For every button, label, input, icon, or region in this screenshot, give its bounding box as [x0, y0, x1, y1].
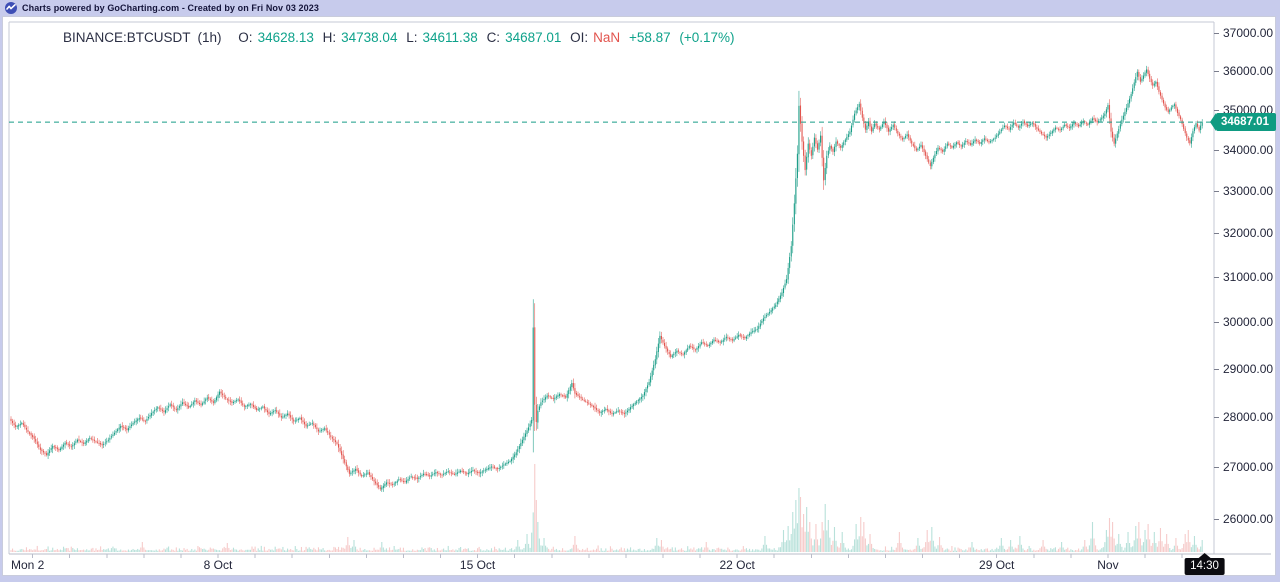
time-tick-label: Nov [1097, 558, 1119, 572]
symbol-name: BINANCE:BTCUSDT [63, 30, 191, 45]
time-tick-label: 8 Oct [203, 558, 233, 572]
price-tick-mark [1214, 33, 1219, 35]
close-label: C: [486, 30, 501, 45]
price-tick-label: 28000.00 [1223, 410, 1274, 424]
price-tick-label: 37000.00 [1223, 26, 1274, 41]
open-value: 34628.13 [257, 30, 314, 45]
high-value: 34738.04 [341, 30, 398, 45]
time-tick-label: 29 Oct [979, 558, 1015, 572]
oi-value: NaN [593, 30, 621, 45]
price-tick-mark [1214, 467, 1219, 469]
price-tick-mark [1214, 233, 1219, 235]
price-tick-label: 27000.00 [1223, 460, 1274, 475]
time-tick-label: Mon 2 [11, 558, 45, 572]
price-tick-mark [1214, 71, 1219, 72]
price-tick-mark [1214, 190, 1219, 192]
topbar-credit-text: Charts powered by GoCharting.com - Creat… [22, 3, 319, 13]
price-tick-label: 29000.00 [1223, 361, 1274, 376]
price-tick-mark [1214, 149, 1219, 151]
chart-legend: BINANCE:BTCUSDT (1h) O: 34628.13 H: 34738.0… [63, 30, 740, 45]
time-tick-label: 22 Oct [719, 558, 755, 572]
price-tick-label: 34000.00 [1223, 142, 1274, 157]
high-label: H: [322, 30, 337, 45]
price-tick-label: 26000.00 [1223, 512, 1274, 527]
time-tooltip: 14:30 [1184, 558, 1225, 575]
oi-label: OI: [570, 30, 589, 45]
change-value: +58.87 [628, 30, 671, 45]
price-tick-mark [1214, 276, 1219, 278]
price-tick-mark [1214, 519, 1219, 521]
time-tick-label: 15 Oct [459, 558, 496, 572]
open-label: O: [238, 30, 253, 45]
low-value: 34611.38 [422, 30, 478, 45]
price-tick-mark [1214, 109, 1219, 111]
close-value: 34687.01 [505, 30, 562, 45]
price-tick-label: 36000.00 [1223, 64, 1274, 78]
low-label: L: [406, 30, 418, 45]
price-tick-label: 31000.00 [1223, 269, 1274, 284]
price-tick-label: 33000.00 [1223, 183, 1274, 198]
price-tick-mark [1214, 417, 1219, 418]
price-tick-label: 32000.00 [1223, 226, 1274, 241]
chart-card: BINANCE:BTCUSDT (1h) O: 34628.13 H: 34738.0… [2, 16, 1276, 576]
gocharting-logo-icon [5, 2, 17, 14]
price-tick-label: 30000.00 [1223, 315, 1274, 330]
price-tick-mark [1214, 322, 1219, 324]
change-percent: (+0.17%) [679, 30, 735, 45]
topbar: Charts powered by GoCharting.com - Creat… [0, 0, 1280, 16]
current-price-label: 34687.01 [1210, 113, 1276, 132]
price-tick-mark [1214, 368, 1219, 370]
timeframe: (1h) [197, 30, 222, 45]
price-chart[interactable] [3, 17, 1277, 577]
